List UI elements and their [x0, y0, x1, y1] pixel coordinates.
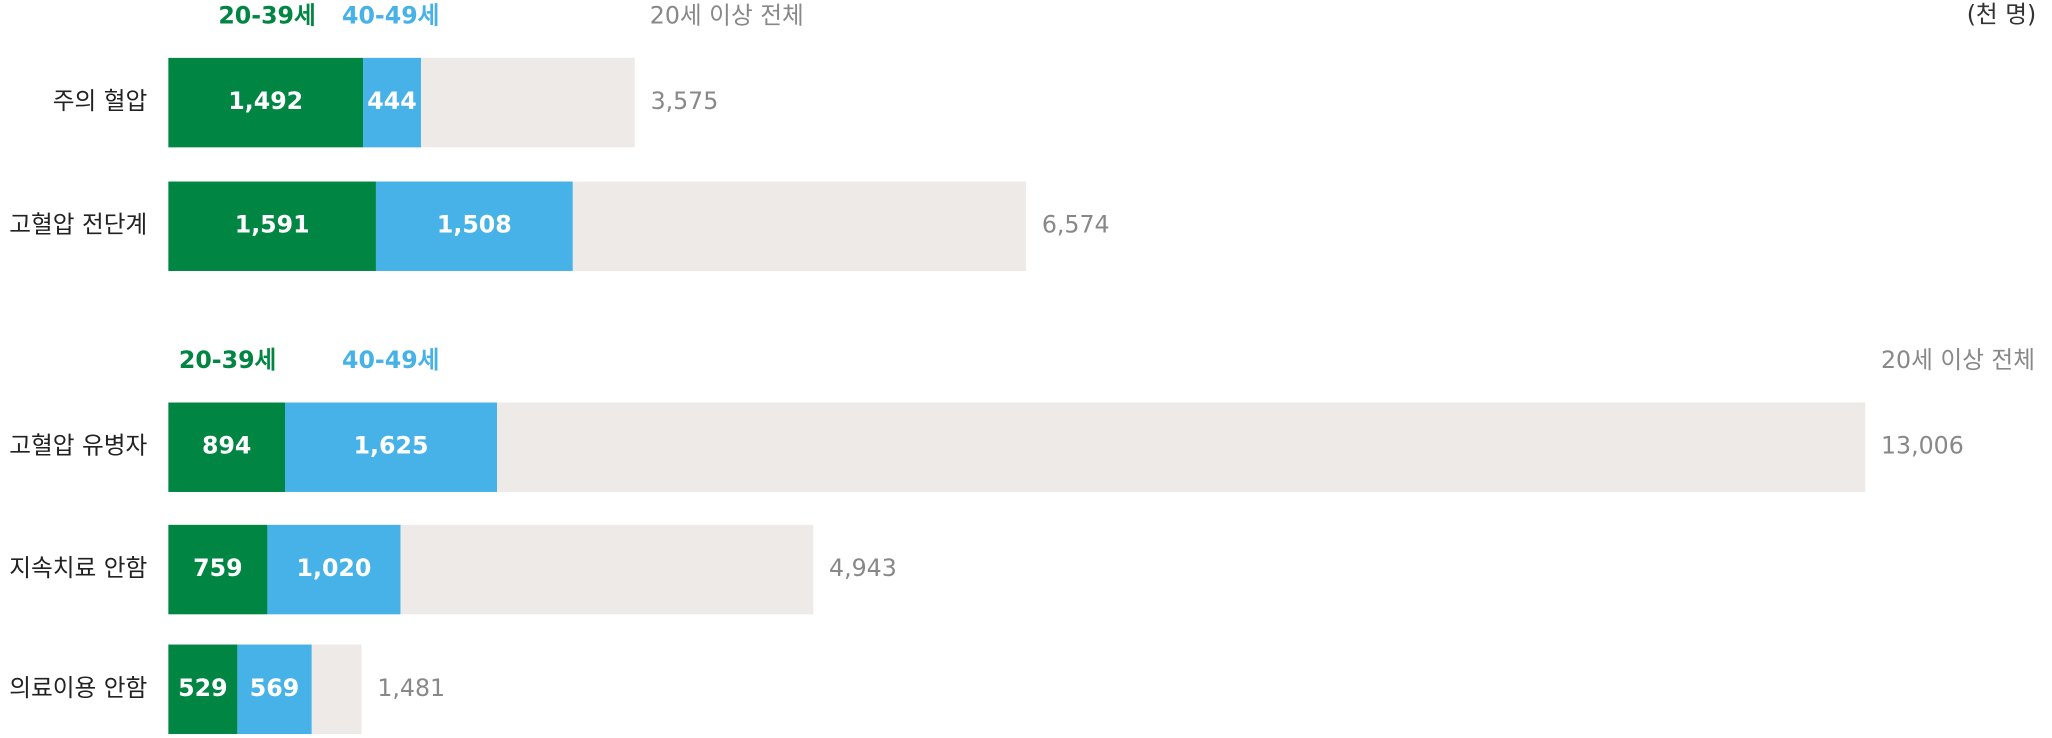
category-label: 고혈압 유병자 [9, 432, 147, 460]
total-label: 1,481 [377, 674, 445, 702]
category-label: 의료이용 안함 [9, 674, 147, 702]
unit-label: (천 명) [1967, 0, 2037, 28]
segment-bar [375, 181, 573, 271]
segment-bar [168, 181, 376, 271]
segment-bar [168, 402, 286, 492]
category-label: 지속치료 안함 [9, 554, 147, 582]
segment-bar [285, 402, 498, 492]
legend-label: 20세 이상 전체 [1881, 346, 2035, 374]
category-label: 주의 혈압 [53, 87, 148, 115]
segment-label: 1,020 [297, 554, 372, 582]
segment-label: 529 [178, 674, 227, 702]
segment-label: 759 [193, 554, 242, 582]
segment-label: 1,508 [437, 211, 512, 239]
segment-label: 894 [202, 432, 251, 460]
segment-label: 1,492 [228, 87, 303, 115]
segment-label: 569 [250, 674, 299, 702]
segment-bar [168, 644, 238, 734]
segment-label: 1,625 [354, 432, 429, 460]
segment-label: 444 [367, 87, 416, 115]
legend-label: 20-39세 [218, 2, 315, 30]
total-label: 6,574 [1042, 211, 1110, 239]
total-label: 3,575 [651, 87, 719, 115]
segment-bar [237, 644, 312, 734]
segment-label: 1,591 [235, 211, 310, 239]
segment-bar [168, 524, 268, 615]
legend-label: 40-49세 [342, 2, 439, 30]
segment-bar [363, 57, 421, 148]
legend-label: 20-39세 [179, 346, 276, 374]
segment-bar [267, 524, 401, 615]
total-label: 4,943 [829, 554, 897, 582]
legend-label: 20세 이상 전체 [650, 2, 804, 30]
category-label: 고혈압 전단계 [9, 211, 147, 239]
segment-bar [168, 57, 364, 148]
total-label: 13,006 [1881, 432, 1964, 460]
legend-label: 40-49세 [342, 346, 439, 374]
